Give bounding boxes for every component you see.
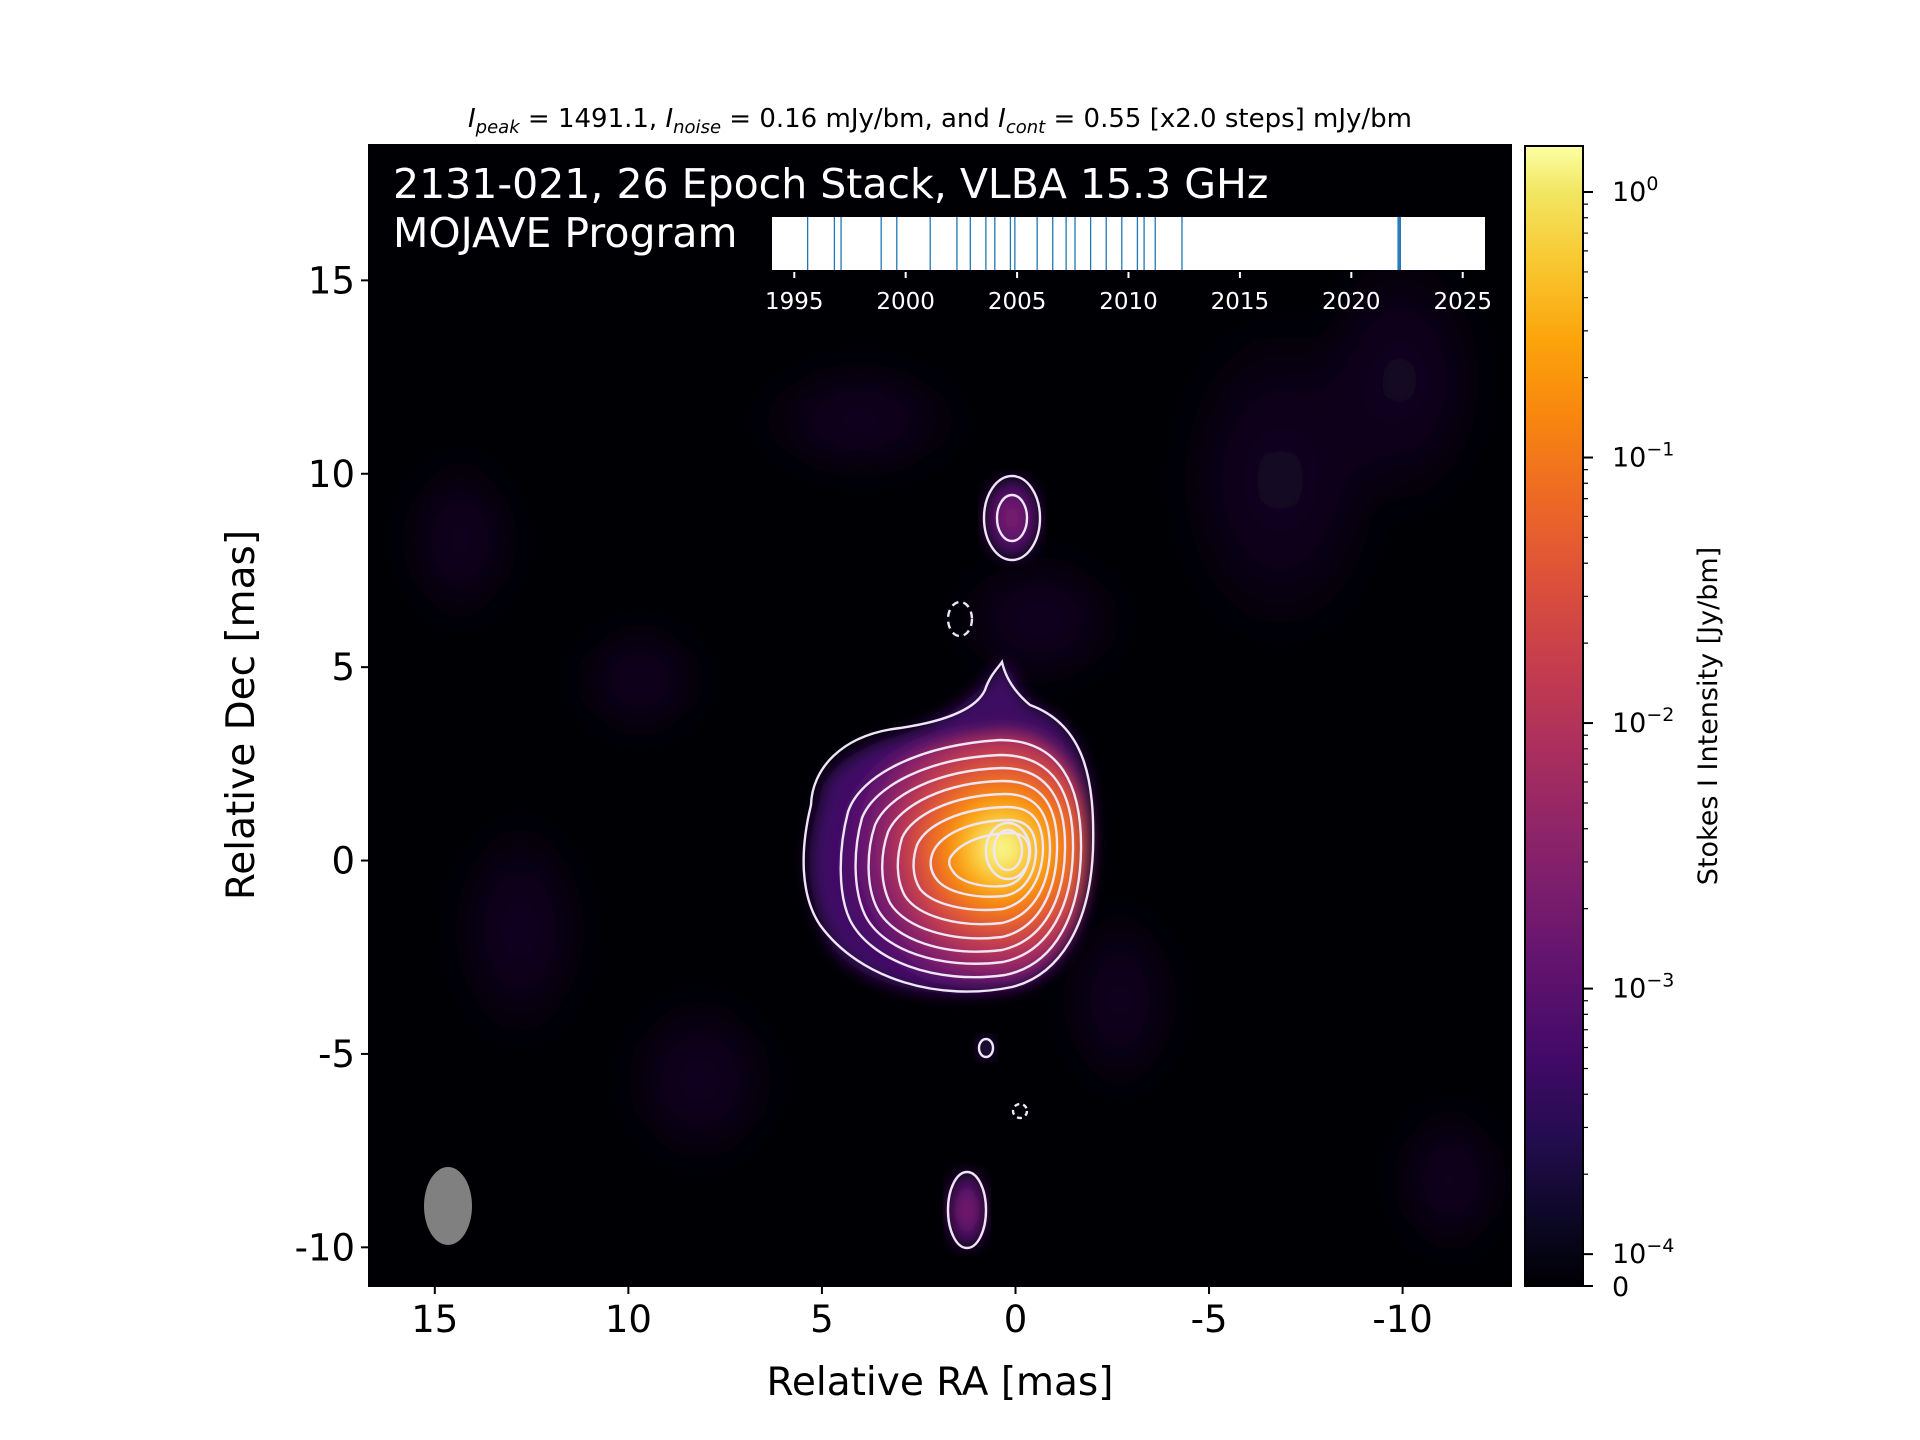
y-axis: 15 10 5 0 -5 -10 (295, 259, 369, 1269)
figure-title: Ipeak = 1491.1, Inoise = 0.16 mJy/bm, an… (468, 104, 1412, 138)
northern-knot (984, 478, 1040, 558)
colorbar-tick-label: 100 (1612, 173, 1658, 208)
timeline-tick-label: 2005 (988, 289, 1047, 315)
contour-negative-1 (946, 600, 974, 638)
timeline-tick-label: 2010 (1099, 289, 1158, 315)
colorbar-ticks: 100 10−1 10−2 10−3 10−40 (1583, 173, 1674, 1303)
epoch-ticks: 1995 2000 2005 2010 2015 2020 2025 (765, 272, 1492, 315)
y-tick-label: 5 (331, 646, 355, 689)
beam-ellipse (424, 1167, 472, 1245)
contour-south-knot (946, 1170, 988, 1250)
y-tick-label: 15 (308, 259, 355, 302)
image-plot (369, 145, 1511, 1286)
overlay-title-line2: MOJAVE Program (393, 209, 737, 257)
x-tick-label: -5 (1191, 1298, 1228, 1341)
title-cont-sub: cont (1006, 117, 1046, 138)
colorbar-gradient (1525, 146, 1583, 1286)
plot-frame (368, 144, 1512, 1287)
y-tick-label: 10 (308, 453, 355, 496)
x-axis: 15 10 5 0 -5 -10 (411, 1286, 1433, 1341)
contour-north-outer (982, 474, 1042, 562)
title-peak-sub: peak (475, 117, 522, 138)
title-peak-label: I (468, 104, 476, 134)
colorbar-tick-label: 10−2 (1612, 704, 1674, 739)
y-tick-label: -10 (295, 1226, 355, 1269)
contour-lowest (802, 659, 1095, 993)
y-tick-label: 0 (331, 840, 355, 883)
timeline-tick-label: 1995 (765, 289, 824, 315)
contours (802, 474, 1095, 1250)
colorbar-label: Stokes I Intensity [Jy/bm] (1693, 547, 1724, 885)
contour-north-inner (995, 493, 1029, 543)
timeline-tick-label: 2025 (1433, 289, 1492, 315)
colorbar: 100 10−1 10−2 10−3 10−40 Stokes I Intensity … (1524, 145, 1724, 1303)
y-axis-label: Relative Dec [mas] (219, 530, 264, 900)
timeline-tick-label: 2015 (1211, 289, 1270, 315)
colorbar-tick-label: 10−4 (1612, 1235, 1674, 1270)
colorbar-tick-label: 10−1 (1612, 439, 1674, 474)
x-tick-label: 10 (605, 1298, 652, 1341)
noise-haze (400, 240, 1510, 1260)
x-tick-label: -10 (1372, 1298, 1432, 1341)
southern-knot (947, 1172, 987, 1248)
epoch-lines (807, 217, 1401, 270)
contour-negative-2 (1011, 1102, 1029, 1120)
title-noise-value: = 0.16 mJy/bm, and (721, 104, 998, 134)
timeline-tick-label: 2000 (876, 289, 935, 315)
x-axis-label: Relative RA [mas] (767, 1360, 1114, 1405)
colorbar-frame (1524, 145, 1584, 1287)
y-tick-label: -5 (318, 1033, 355, 1076)
timeline-box (772, 217, 1485, 270)
colorbar-tick-label: 10−3 (1612, 970, 1674, 1005)
contour-small-knot (977, 1037, 995, 1059)
epoch-timeline: 1995 2000 2005 2010 2015 2020 2025 (765, 217, 1492, 315)
colorbar-zero-label: 0 (1612, 1272, 1629, 1303)
title-cont-value: = 0.55 [x2.0 steps] mJy/bm (1045, 104, 1412, 134)
x-tick-label: 5 (810, 1298, 834, 1341)
x-tick-label: 15 (411, 1298, 458, 1341)
title-peak-value: = 1491.1, (520, 104, 666, 134)
timeline-tick-label: 2020 (1322, 289, 1381, 315)
title-noise-label: I (665, 104, 673, 134)
x-tick-label: 0 (1004, 1298, 1028, 1341)
title-noise-sub: noise (673, 117, 721, 138)
title-cont-label: I (998, 104, 1006, 134)
overlay-title-line1: 2131-021, 26 Epoch Stack, VLBA 15.3 GHz (393, 160, 1268, 208)
